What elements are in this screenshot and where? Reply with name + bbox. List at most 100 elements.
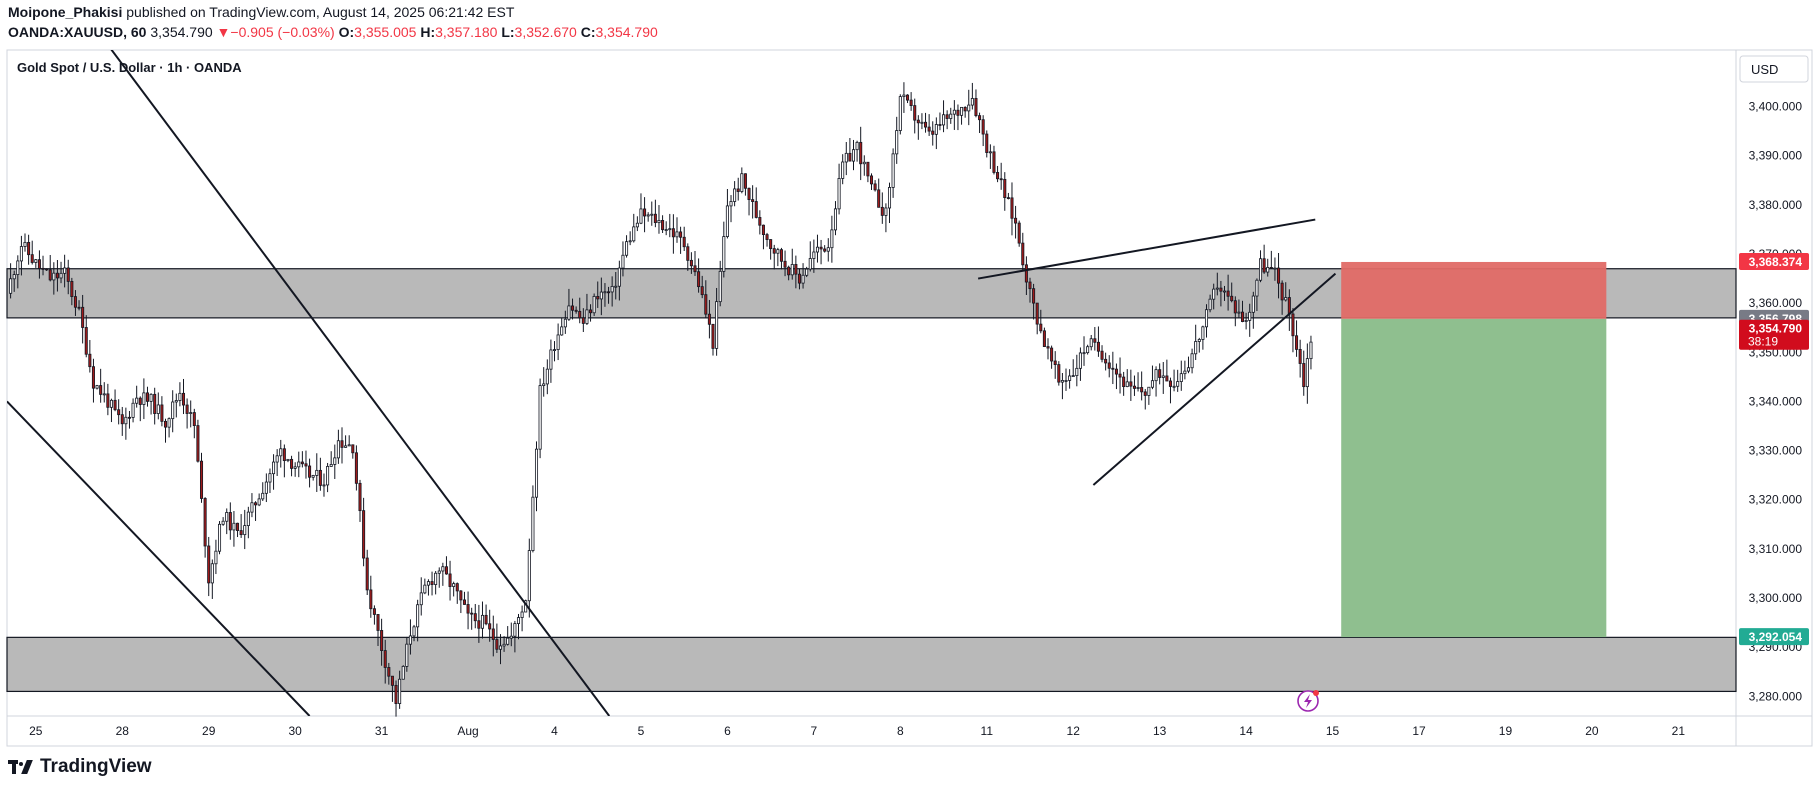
candle[interactable] <box>1165 359 1169 382</box>
candle[interactable] <box>239 514 243 538</box>
candle[interactable] <box>196 419 200 463</box>
candle[interactable] <box>729 195 733 223</box>
candle[interactable] <box>765 232 769 247</box>
candle[interactable] <box>488 609 492 642</box>
candle[interactable] <box>736 177 740 201</box>
candle[interactable] <box>214 539 218 575</box>
candle[interactable] <box>545 359 549 395</box>
candle[interactable] <box>286 458 290 463</box>
candle[interactable] <box>1024 256 1028 296</box>
candle[interactable] <box>707 299 711 339</box>
candle[interactable] <box>243 509 247 550</box>
candle[interactable] <box>1046 338 1050 360</box>
candle[interactable] <box>920 113 924 130</box>
candle[interactable] <box>693 251 697 276</box>
candle[interactable] <box>1251 291 1255 329</box>
candle[interactable] <box>416 599 420 642</box>
candle[interactable] <box>801 263 805 289</box>
candle[interactable] <box>621 241 625 277</box>
candle[interactable] <box>830 215 834 263</box>
candle[interactable] <box>1197 337 1201 353</box>
candle[interactable] <box>581 308 585 332</box>
candle[interactable] <box>254 501 258 521</box>
candle[interactable] <box>315 453 319 492</box>
candle[interactable] <box>949 107 953 124</box>
candle[interactable] <box>924 112 928 133</box>
candle[interactable] <box>484 604 488 626</box>
candle[interactable] <box>700 275 704 299</box>
candle[interactable] <box>1118 357 1122 394</box>
candle[interactable] <box>1204 304 1209 338</box>
candle[interactable] <box>398 670 402 709</box>
candle[interactable] <box>679 226 683 254</box>
candle[interactable] <box>308 458 312 488</box>
candle[interactable] <box>844 141 848 176</box>
candle[interactable] <box>189 400 193 428</box>
candle[interactable] <box>351 444 355 459</box>
candle[interactable] <box>1143 389 1147 410</box>
candle[interactable] <box>675 217 679 243</box>
candle[interactable] <box>862 155 866 176</box>
candle[interactable] <box>156 392 160 420</box>
candle[interactable] <box>902 82 906 113</box>
candle[interactable] <box>725 189 729 239</box>
candle[interactable] <box>73 290 77 316</box>
candle[interactable] <box>848 138 852 162</box>
candle[interactable] <box>1014 205 1018 239</box>
candle[interactable] <box>855 140 859 162</box>
candle[interactable] <box>754 187 758 219</box>
candle[interactable] <box>711 323 715 356</box>
candle[interactable] <box>1071 359 1075 378</box>
candle[interactable] <box>661 215 665 233</box>
candle[interactable] <box>300 451 304 468</box>
candle[interactable] <box>996 165 1000 183</box>
candle[interactable] <box>531 485 535 553</box>
candle[interactable] <box>135 385 139 408</box>
candle[interactable] <box>1183 360 1187 380</box>
candle[interactable] <box>358 479 362 522</box>
candle[interactable] <box>290 455 294 477</box>
candle[interactable] <box>466 591 470 630</box>
candle[interactable] <box>408 619 412 655</box>
candle[interactable] <box>974 89 978 118</box>
candle[interactable] <box>614 271 618 300</box>
candle[interactable] <box>1093 327 1097 351</box>
candle[interactable] <box>556 323 560 361</box>
candle[interactable] <box>9 263 13 299</box>
candle[interactable] <box>567 288 571 321</box>
candle[interactable] <box>160 396 164 427</box>
candle[interactable] <box>906 94 910 104</box>
candle[interactable] <box>99 368 103 403</box>
candle[interactable] <box>733 181 737 207</box>
candle[interactable] <box>66 259 70 295</box>
candle[interactable] <box>1082 336 1086 366</box>
candle[interactable] <box>383 639 387 684</box>
candle[interactable] <box>502 636 506 652</box>
candle[interactable] <box>1125 369 1129 388</box>
candle[interactable] <box>1295 320 1299 357</box>
candle[interactable] <box>563 310 567 334</box>
candle[interactable] <box>434 571 438 595</box>
candle[interactable] <box>1273 257 1277 281</box>
candle[interactable] <box>30 240 34 265</box>
candle[interactable] <box>495 623 499 653</box>
candle[interactable] <box>927 114 931 136</box>
candle[interactable] <box>549 339 553 383</box>
candle[interactable] <box>671 214 675 254</box>
candle[interactable] <box>1042 327 1046 348</box>
candle[interactable] <box>412 624 416 642</box>
candle[interactable] <box>394 680 398 717</box>
candle[interactable] <box>1068 369 1072 389</box>
candle[interactable] <box>145 386 149 407</box>
trendline-1[interactable] <box>7 0 611 716</box>
candle[interactable] <box>585 293 589 326</box>
candle[interactable] <box>246 506 250 539</box>
candle[interactable] <box>769 239 773 260</box>
candle[interactable] <box>520 605 524 632</box>
candle[interactable] <box>459 590 463 614</box>
candle[interactable] <box>722 221 726 278</box>
candle[interactable] <box>571 298 575 320</box>
candle[interactable] <box>1104 352 1108 371</box>
candle[interactable] <box>1277 253 1281 299</box>
candle[interactable] <box>91 358 95 403</box>
